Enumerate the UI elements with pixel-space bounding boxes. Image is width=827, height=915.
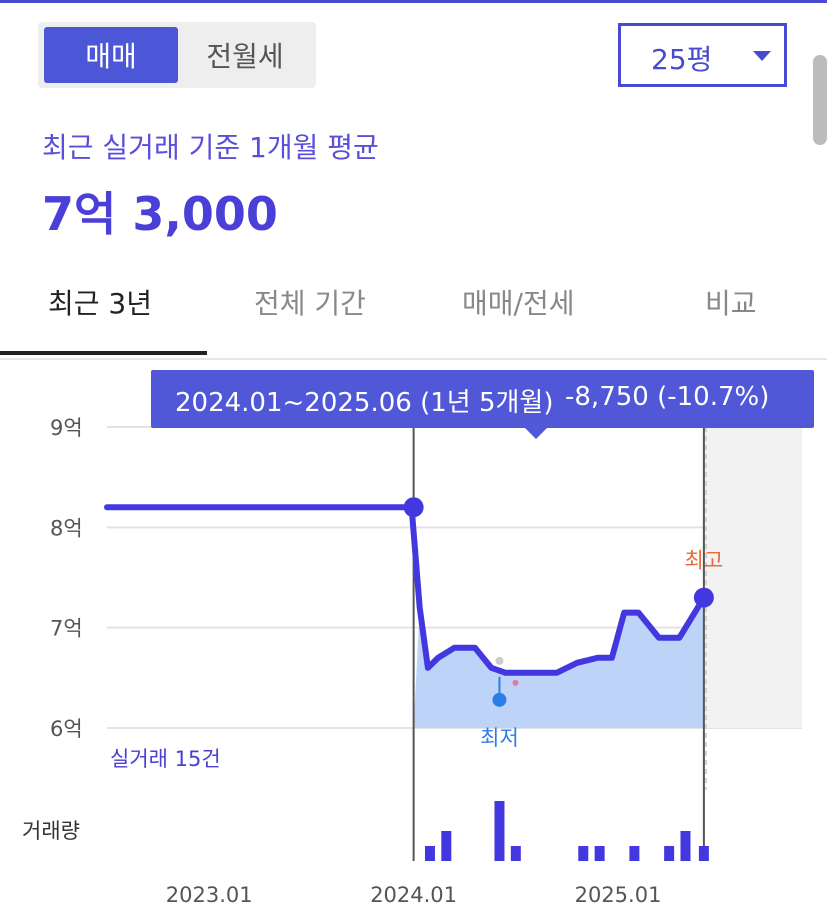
x-tick-label: 2023.01	[166, 883, 253, 907]
price-series-line	[104, 504, 707, 676]
deal-dot	[495, 656, 504, 665]
volume-bar	[664, 846, 675, 861]
deal-dot	[512, 679, 519, 686]
selection-start-point	[403, 497, 424, 518]
volume-label: 거래량	[22, 819, 80, 843]
price-basis-subtitle: 최근 실거래 기준 1개월 평균	[42, 131, 379, 164]
volume-bar	[698, 846, 709, 861]
y-tick-label: 7억	[50, 617, 83, 641]
deal-count-label: 실거래 15건	[110, 747, 221, 771]
volume-bar	[494, 801, 505, 861]
volume-bar	[578, 846, 589, 861]
volume-bar	[629, 846, 640, 861]
volume-bar	[424, 846, 435, 861]
tab-sale-vs-jeonse[interactable]: 매매/전세	[462, 287, 575, 320]
tab-all-period[interactable]: 전체 기간	[254, 287, 366, 320]
volume-bar	[441, 831, 452, 861]
average-price: 7억 3,000	[42, 187, 278, 241]
y-tick-label: 8억	[50, 516, 83, 540]
volume-bar	[594, 846, 605, 861]
x-tick-label: 2024.01	[370, 883, 457, 907]
caret-down-icon	[753, 51, 771, 61]
volume-bar	[510, 846, 521, 861]
selection-end-point	[693, 587, 714, 608]
size-select-value: 25평	[651, 43, 713, 76]
top-accent-line	[0, 0, 827, 3]
volume-bar	[680, 831, 691, 861]
range-tooltip: 2024.01~2025.06 (1년 5개월) -8,750 (-10.7%)	[151, 370, 814, 439]
x-tick-label: 2025.01	[575, 883, 662, 907]
min-price-label: 최저	[480, 726, 519, 750]
scrollbar-thumb[interactable]	[813, 55, 827, 145]
tooltip-change: -8,750 (-10.7%)	[565, 382, 770, 412]
y-tick-label: 6억	[50, 717, 83, 741]
future-period-area	[703, 427, 802, 728]
tab-compare[interactable]: 비교	[705, 287, 757, 320]
y-tick-label: 9억	[50, 416, 83, 440]
period-tabs: 최근 3년 전체 기간 매매/전세 비교	[0, 270, 827, 360]
selection-fill-area	[413, 597, 704, 728]
min-price-point	[492, 692, 507, 707]
size-select[interactable]: 25평	[618, 23, 787, 87]
tooltip-pointer-icon	[524, 427, 548, 439]
active-tab-underline	[0, 351, 207, 355]
deal-type-toggle: 매매 전월세	[38, 22, 316, 88]
max-price-label: 최고	[685, 549, 724, 573]
deal-type-sale-button[interactable]: 매매	[44, 27, 178, 83]
tooltip-range: 2024.01~2025.06 (1년 5개월)	[175, 388, 554, 418]
deal-type-rent-button[interactable]: 전월세	[178, 27, 312, 83]
tab-recent-3-years[interactable]: 최근 3년	[48, 287, 152, 320]
